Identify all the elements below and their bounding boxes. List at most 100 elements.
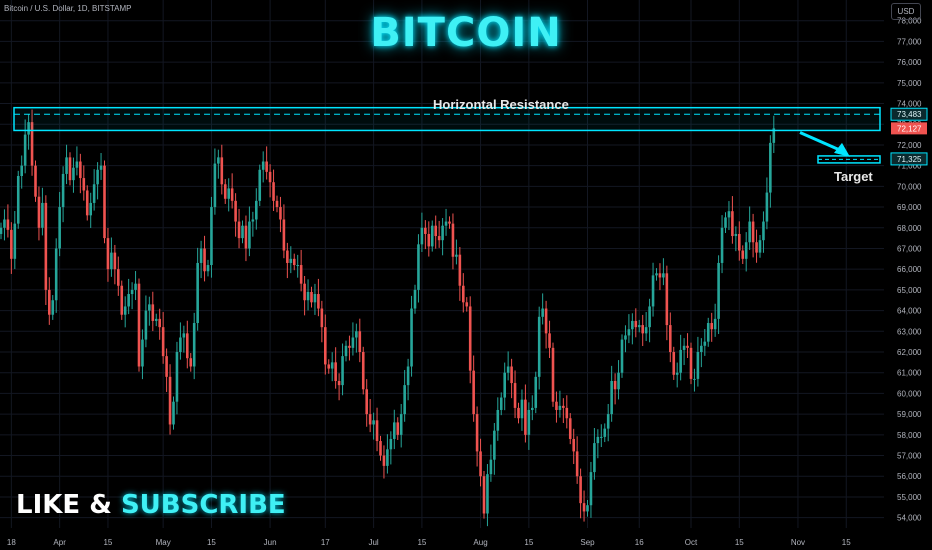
candle xyxy=(644,327,648,334)
candle xyxy=(427,233,431,247)
candle xyxy=(168,376,172,425)
target-arrow-shaft xyxy=(799,131,845,154)
candle xyxy=(23,134,27,166)
y-tick-label: 57,000 xyxy=(897,452,922,461)
x-tick-label: May xyxy=(156,538,171,547)
candle xyxy=(744,242,748,259)
candle xyxy=(386,449,389,466)
candle xyxy=(568,418,572,439)
candle xyxy=(593,443,596,473)
candle xyxy=(493,430,496,460)
candle xyxy=(348,345,351,348)
candle xyxy=(217,157,220,164)
candle xyxy=(772,128,776,143)
candle xyxy=(110,252,113,270)
candle xyxy=(479,451,482,477)
x-tick-label: 16 xyxy=(635,538,644,547)
candle xyxy=(544,308,548,334)
candle xyxy=(458,254,462,286)
y-tick-label: 54,000 xyxy=(897,514,922,523)
candle xyxy=(682,345,686,350)
candle xyxy=(68,157,72,181)
candle xyxy=(596,436,600,444)
candle xyxy=(127,294,130,307)
candle xyxy=(627,329,631,336)
candle xyxy=(234,200,237,222)
candle xyxy=(686,345,689,348)
candle xyxy=(289,258,293,263)
candle xyxy=(34,165,37,197)
candle xyxy=(489,459,493,475)
candle xyxy=(244,225,248,249)
y-tick-label: 62,000 xyxy=(897,348,922,357)
resistance-zone xyxy=(13,106,881,132)
candle xyxy=(389,438,393,450)
candle xyxy=(658,273,662,278)
candle xyxy=(382,455,386,466)
candle xyxy=(120,285,124,315)
y-tick-label: 65,000 xyxy=(897,286,922,295)
candle xyxy=(368,414,372,425)
candle xyxy=(351,337,355,348)
candle xyxy=(727,211,731,218)
currency-selector[interactable]: USD xyxy=(891,3,921,20)
candle xyxy=(482,476,486,514)
y-tick-label: 61,000 xyxy=(897,369,922,378)
candle xyxy=(334,362,337,381)
key-levels xyxy=(13,106,881,164)
candle xyxy=(261,161,265,170)
y-tick-label: 63,000 xyxy=(897,327,922,336)
candle xyxy=(179,337,182,352)
price-tag-current: 72,127 xyxy=(897,124,922,133)
candle xyxy=(248,221,251,249)
cta-like: LIKE & xyxy=(16,490,121,520)
price-tag-target-bg xyxy=(890,152,928,166)
candle xyxy=(58,207,61,249)
candle xyxy=(582,503,586,512)
candle xyxy=(206,265,210,272)
candle xyxy=(769,142,772,193)
candle xyxy=(610,380,613,415)
y-tick-label: 75,000 xyxy=(897,79,922,88)
candle xyxy=(241,225,244,239)
candle xyxy=(444,221,448,226)
price-tag-current-bg xyxy=(891,122,927,135)
candle xyxy=(37,196,41,228)
candle xyxy=(541,308,544,317)
x-tick-label: Apr xyxy=(53,538,66,547)
candle xyxy=(379,441,382,456)
candle xyxy=(358,331,362,352)
candle xyxy=(375,420,379,442)
candle xyxy=(703,341,707,346)
candle xyxy=(48,289,51,315)
y-tick-label: 71,000 xyxy=(897,162,922,171)
candle xyxy=(758,240,762,253)
candle xyxy=(361,352,365,390)
candle xyxy=(161,327,165,357)
candle xyxy=(648,306,651,328)
candle xyxy=(513,383,517,408)
candle xyxy=(517,407,520,419)
candle xyxy=(651,275,655,307)
candle xyxy=(700,345,703,352)
candle xyxy=(30,122,34,166)
y-tick-label: 60,000 xyxy=(897,389,922,398)
candle xyxy=(499,397,503,410)
candle xyxy=(99,165,103,170)
y-tick-label: 56,000 xyxy=(897,472,922,481)
candle xyxy=(54,248,58,301)
candle xyxy=(403,385,406,415)
candle xyxy=(227,188,230,199)
y-tick-label: 58,000 xyxy=(897,431,922,440)
candle xyxy=(172,401,175,425)
candle xyxy=(631,320,634,330)
candle xyxy=(344,345,348,357)
candle xyxy=(317,294,320,309)
candle xyxy=(738,233,741,251)
candle xyxy=(586,505,589,512)
candle xyxy=(551,347,555,402)
candle xyxy=(303,283,306,301)
candle xyxy=(548,333,551,348)
candle xyxy=(355,331,358,338)
